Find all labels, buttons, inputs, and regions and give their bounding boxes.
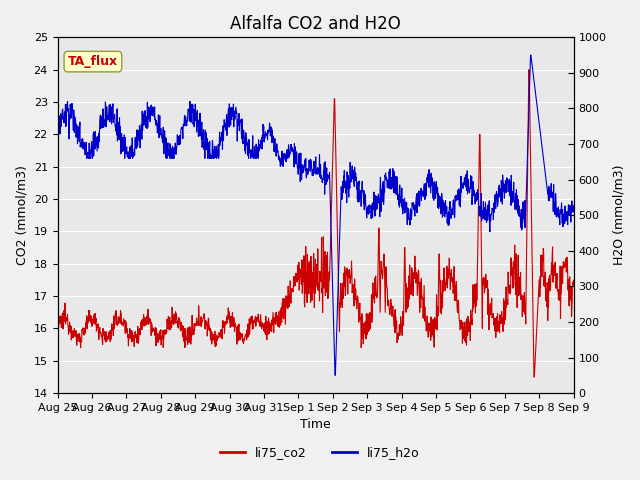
Y-axis label: CO2 (mmol/m3): CO2 (mmol/m3) [15,165,28,265]
Y-axis label: H2O (mmol/m3): H2O (mmol/m3) [612,165,625,265]
X-axis label: Time: Time [300,419,331,432]
Legend: li75_co2, li75_h2o: li75_co2, li75_h2o [215,441,425,464]
Text: TA_flux: TA_flux [68,55,118,68]
Title: Alfalfa CO2 and H2O: Alfalfa CO2 and H2O [230,15,401,33]
